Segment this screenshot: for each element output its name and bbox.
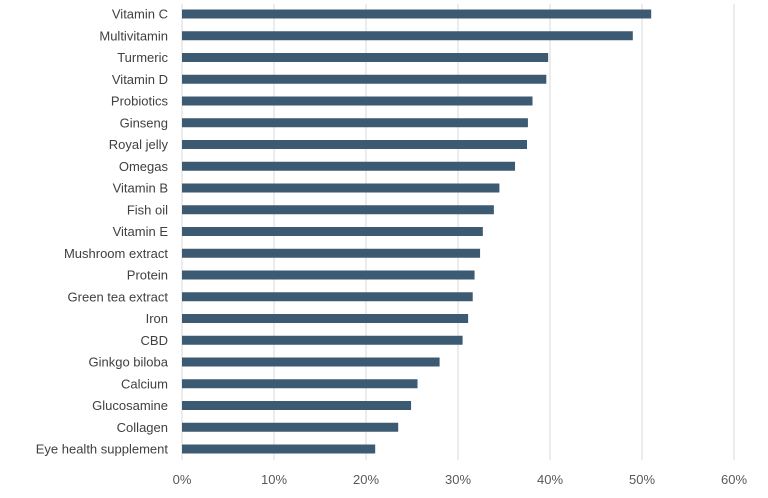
bar xyxy=(182,401,412,410)
bar xyxy=(182,422,399,432)
bar xyxy=(182,335,463,345)
bar xyxy=(182,74,547,84)
bar xyxy=(182,118,528,128)
category-labels: Vitamin C Multivitamin Turmeric Vitamin D Pr… xyxy=(36,7,169,457)
bar xyxy=(182,444,376,454)
category-label: Calcium xyxy=(121,376,168,391)
bar xyxy=(182,292,473,302)
category-label: Fish oil xyxy=(127,202,168,217)
category-label: Vitamin D xyxy=(112,72,168,87)
category-label: Iron xyxy=(146,311,168,326)
category-label: Probiotics xyxy=(111,94,169,109)
category-label: Royal jelly xyxy=(109,137,169,152)
category-label: Collagen xyxy=(117,420,168,435)
bar xyxy=(182,31,633,41)
x-tick-label: 10% xyxy=(261,472,287,487)
bar xyxy=(182,140,527,149)
bar xyxy=(182,227,483,236)
bar xyxy=(182,270,475,280)
category-label: Ginseng xyxy=(120,115,168,130)
x-tick-label: 20% xyxy=(353,472,379,487)
x-axis-tick-labels: 0% 10% 20% 30% 40% 50% 60% xyxy=(173,472,748,487)
bar xyxy=(182,53,549,62)
category-label: Protein xyxy=(127,268,168,283)
x-tick-label: 30% xyxy=(445,472,471,487)
x-tick-label: 50% xyxy=(629,472,655,487)
category-label: Turmeric xyxy=(117,50,168,65)
category-label: Vitamin E xyxy=(113,224,169,239)
bar xyxy=(182,183,500,193)
bar xyxy=(182,379,418,389)
category-label: Ginkgo biloba xyxy=(89,355,169,370)
bar xyxy=(182,9,652,19)
category-label: CBD xyxy=(141,333,168,348)
category-label: Multivitamin xyxy=(99,28,168,43)
bar xyxy=(182,314,469,323)
category-label: Glucosamine xyxy=(92,398,168,413)
category-label: Vitamin C xyxy=(112,7,168,22)
bar xyxy=(182,248,481,258)
bar xyxy=(182,357,440,367)
bars xyxy=(182,9,652,454)
category-label: Eye health supplement xyxy=(36,442,169,457)
category-label: Omegas xyxy=(119,159,169,174)
x-tick-label: 0% xyxy=(173,472,192,487)
category-label: Mushroom extract xyxy=(64,246,168,261)
bar xyxy=(182,205,494,215)
x-tick-label: 60% xyxy=(721,472,747,487)
category-label: Green tea extract xyxy=(68,289,169,304)
bar xyxy=(182,96,533,106)
category-label: Vitamin B xyxy=(113,181,168,196)
x-tick-label: 40% xyxy=(537,472,563,487)
bar xyxy=(182,161,516,171)
